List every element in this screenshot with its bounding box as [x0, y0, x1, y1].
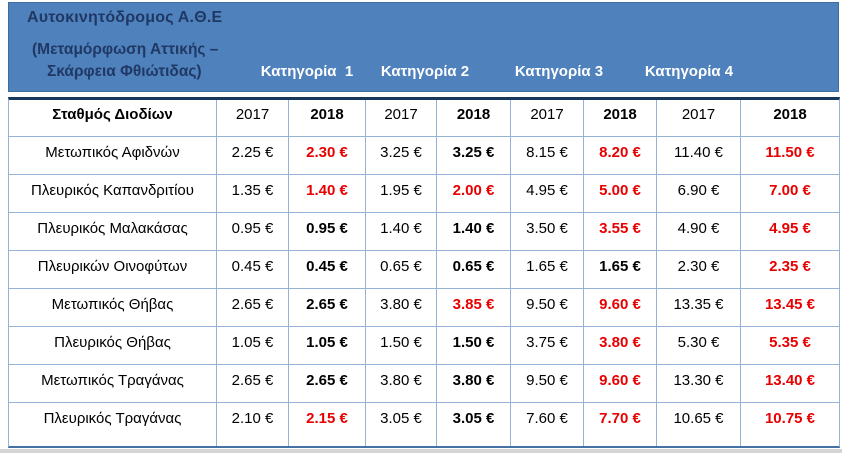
- price-cell: 5.30 €: [657, 327, 741, 365]
- price-cell: 4.95 €: [511, 175, 584, 213]
- price-cell: 6.90 €: [657, 175, 741, 213]
- toll-price-table: Σταθμός Διοδίων 2017 2018 2017 2018 2017 2018 2…: [8, 97, 840, 448]
- price-cell: 13.35 €: [657, 289, 741, 327]
- year-header: 2018: [741, 100, 839, 137]
- category-header-3: Κατηγορία 3: [514, 63, 604, 80]
- price-cell: 11.50 €: [741, 137, 839, 175]
- station-name-cell: Πλευρικός Μαλακάσας: [9, 213, 217, 251]
- price-cell: 1.65 €: [511, 251, 584, 289]
- price-cell: 7.00 €: [741, 175, 839, 213]
- price-cell: 2.30 €: [289, 137, 366, 175]
- price-cell: 0.95 €: [217, 213, 289, 251]
- price-cell: 3.80 €: [437, 365, 511, 403]
- price-cell: 13.40 €: [741, 365, 839, 403]
- motorway-title: Αυτοκινητόδρομος Α.Θ.Ε: [27, 9, 223, 26]
- price-cell: 0.95 €: [289, 213, 366, 251]
- price-cell: 1.40 €: [289, 175, 366, 213]
- price-cell: 2.25 €: [217, 137, 289, 175]
- price-cell: 2.30 €: [657, 251, 741, 289]
- station-name-cell: Πλευρικός Καπανδριτίου: [9, 175, 217, 213]
- price-cell: 5.00 €: [584, 175, 657, 213]
- price-cell: 1.65 €: [584, 251, 657, 289]
- price-cell: 10.75 €: [764, 410, 816, 427]
- category-header-1: Κατηγορία 1: [260, 63, 354, 80]
- title-band: Αυτοκινητόδρομος Α.Θ.Ε (Μεταμόρφωση Αττι…: [8, 2, 839, 92]
- price-cell: 2.65 €: [217, 289, 289, 327]
- station-column-header: Σταθμός Διοδίων: [9, 100, 217, 137]
- price-cell: 8.20 €: [584, 137, 657, 175]
- price-cell: 1.50 €: [437, 327, 511, 365]
- year-header: 2017: [657, 100, 741, 137]
- price-cell: 2.65 €: [217, 365, 289, 403]
- price-cell: 4.95 €: [741, 213, 839, 251]
- price-cell: 2.10 €: [217, 403, 289, 446]
- page-bottom-edge: [0, 449, 842, 453]
- year-header: 2018: [437, 100, 511, 137]
- price-cell: 2.65 €: [289, 289, 366, 327]
- station-name-cell: Πλευρικός Τραγάνας: [9, 403, 217, 446]
- price-cell: 7.60 €: [511, 403, 584, 446]
- price-cell: 3.85 €: [437, 289, 511, 327]
- price-cell: 13.45 €: [741, 289, 839, 327]
- price-cell: 2.65 €: [289, 365, 366, 403]
- price-cell: 3.55 €: [584, 213, 657, 251]
- price-cell: 1.05 €: [289, 327, 366, 365]
- price-cell: 3.80 €: [366, 289, 437, 327]
- price-cell: 5.35 €: [741, 327, 839, 365]
- year-header: 2017: [511, 100, 584, 137]
- price-cell: 2.15 €: [289, 403, 366, 446]
- year-header: 2017: [366, 100, 437, 137]
- price-cell: 3.25 €: [366, 137, 437, 175]
- price-cell: 0.65 €: [366, 251, 437, 289]
- price-cell: 3.80 €: [584, 327, 657, 365]
- motorway-subtitle-line2: Σκάρφεια Φθιώτιδας): [47, 63, 202, 80]
- year-header: 2017: [217, 100, 289, 137]
- price-cell: 10.65 €: [657, 403, 741, 446]
- price-cell: 1.95 €: [366, 175, 437, 213]
- price-cell: 2.35 €: [741, 251, 839, 289]
- year-header: 2018: [584, 100, 657, 137]
- price-cell: 1.35 €: [217, 175, 289, 213]
- price-cell: 11.40 €: [657, 137, 741, 175]
- price-cell: 4.90 €: [657, 213, 741, 251]
- price-cell: 3.05 €: [366, 403, 437, 446]
- price-cell: 0.45 €: [217, 251, 289, 289]
- price-cell: 1.40 €: [366, 213, 437, 251]
- station-name-cell: Μετωπικός Τραγάνας: [9, 365, 217, 403]
- category-header-2: Κατηγορία 2: [380, 63, 470, 80]
- price-cell: 2.00 €: [437, 175, 511, 213]
- price-cell: 3.25 €: [437, 137, 511, 175]
- price-cell: 0.45 €: [289, 251, 366, 289]
- station-name-cell: Πλευρικών Οινοφύτων: [9, 251, 217, 289]
- price-cell: 13.30 €: [657, 365, 741, 403]
- price-cell: 0.65 €: [437, 251, 511, 289]
- price-cell: 7.70 €: [584, 403, 657, 446]
- year-header: 2018: [289, 100, 366, 137]
- station-name-cell: Μετωπικός Θήβας: [9, 289, 217, 327]
- price-cell: 8.15 €: [511, 137, 584, 175]
- price-cell: 1.40 €: [437, 213, 511, 251]
- station-name-cell: Μετωπικός Αφιδνών: [9, 137, 217, 175]
- category-header-4: Κατηγορία 4: [644, 63, 734, 80]
- price-cell: 9.50 €: [511, 289, 584, 327]
- price-cell: 9.60 €: [584, 365, 657, 403]
- price-cell: 9.50 €: [511, 365, 584, 403]
- price-cell: 3.05 €: [437, 403, 511, 446]
- station-name-cell: Πλευρικός Θήβας: [9, 327, 217, 365]
- price-cell: 3.50 €: [511, 213, 584, 251]
- motorway-subtitle-line1: (Μεταμόρφωση Αττικής –: [32, 41, 219, 58]
- price-cell: 1.05 €: [217, 327, 289, 365]
- price-cell: 3.75 €: [511, 327, 584, 365]
- price-cell: 3.80 €: [366, 365, 437, 403]
- price-cell: 1.50 €: [366, 327, 437, 365]
- price-cell: 9.60 €: [584, 289, 657, 327]
